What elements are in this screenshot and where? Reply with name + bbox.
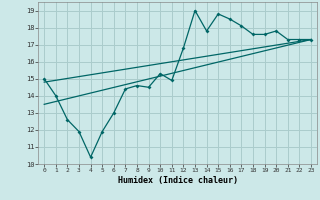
X-axis label: Humidex (Indice chaleur): Humidex (Indice chaleur) [118,176,238,185]
